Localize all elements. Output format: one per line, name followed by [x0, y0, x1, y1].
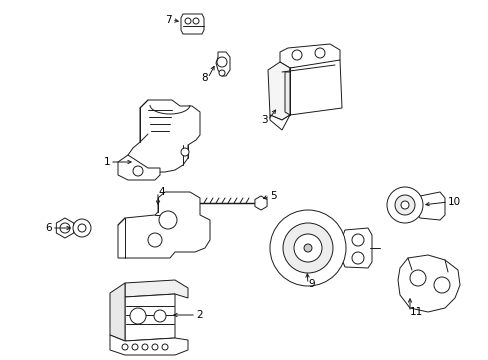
Circle shape — [60, 223, 70, 233]
Polygon shape — [125, 280, 187, 298]
Polygon shape — [110, 335, 187, 355]
Circle shape — [293, 234, 321, 262]
Text: 10: 10 — [447, 197, 460, 207]
Text: 9: 9 — [307, 279, 314, 289]
Circle shape — [283, 223, 332, 273]
Text: 4: 4 — [158, 187, 164, 197]
Circle shape — [122, 344, 128, 350]
Text: 5: 5 — [269, 191, 276, 201]
Polygon shape — [125, 294, 175, 341]
Circle shape — [162, 344, 168, 350]
Circle shape — [219, 70, 224, 76]
Circle shape — [351, 234, 363, 246]
Polygon shape — [216, 52, 229, 76]
Text: 6: 6 — [45, 223, 52, 233]
Text: 3: 3 — [261, 115, 267, 125]
Circle shape — [181, 148, 189, 156]
Circle shape — [351, 252, 363, 264]
Polygon shape — [269, 115, 289, 130]
Polygon shape — [110, 283, 125, 341]
Circle shape — [314, 48, 325, 58]
Polygon shape — [118, 192, 209, 258]
Polygon shape — [118, 155, 160, 180]
Polygon shape — [341, 228, 371, 268]
Circle shape — [217, 57, 226, 67]
Circle shape — [400, 201, 408, 209]
Polygon shape — [415, 192, 444, 220]
Circle shape — [142, 344, 148, 350]
Polygon shape — [267, 62, 289, 120]
Circle shape — [304, 244, 311, 252]
Polygon shape — [181, 14, 203, 34]
Circle shape — [78, 224, 86, 232]
Circle shape — [154, 310, 165, 322]
Circle shape — [73, 219, 91, 237]
Circle shape — [159, 211, 177, 229]
Circle shape — [133, 166, 142, 176]
Circle shape — [433, 277, 449, 293]
Circle shape — [269, 210, 346, 286]
Polygon shape — [397, 255, 459, 312]
Circle shape — [409, 270, 425, 286]
Text: 7: 7 — [165, 15, 172, 25]
Text: 8: 8 — [201, 73, 207, 83]
Polygon shape — [280, 44, 339, 68]
Circle shape — [291, 50, 302, 60]
Circle shape — [193, 18, 199, 24]
Circle shape — [386, 187, 422, 223]
Polygon shape — [56, 218, 74, 238]
Text: 2: 2 — [196, 310, 202, 320]
Circle shape — [130, 308, 146, 324]
Polygon shape — [254, 196, 266, 210]
Polygon shape — [128, 100, 200, 172]
Circle shape — [394, 195, 414, 215]
Polygon shape — [289, 60, 341, 115]
Circle shape — [184, 18, 191, 24]
Circle shape — [132, 344, 138, 350]
Polygon shape — [285, 72, 289, 115]
Text: 1: 1 — [103, 157, 110, 167]
Circle shape — [148, 233, 162, 247]
Circle shape — [152, 344, 158, 350]
Text: 11: 11 — [409, 307, 423, 317]
